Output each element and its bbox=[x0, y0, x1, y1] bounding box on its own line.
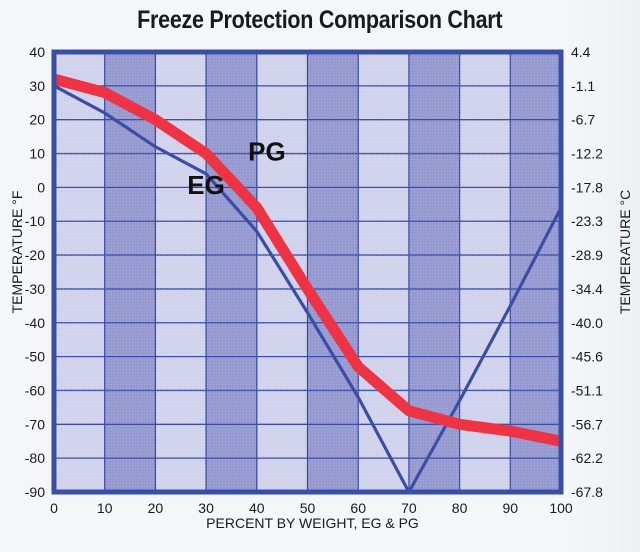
series-labels: EG PG bbox=[187, 136, 285, 200]
y-tick-label: -10 bbox=[25, 213, 45, 229]
y-tick-label-right: -51.1 bbox=[571, 382, 603, 398]
x-tick-label: 20 bbox=[148, 500, 164, 516]
y-tick-label-right: -12.2 bbox=[571, 146, 603, 162]
x-tick-label: 0 bbox=[50, 500, 58, 516]
series-label-pg: PG bbox=[248, 136, 286, 166]
plot-frame bbox=[51, 49, 564, 495]
y-tick-label-right: -62.2 bbox=[571, 450, 603, 466]
series-line-pg bbox=[52, 73, 563, 447]
y-axis-label-left: TEMPERATURE °F bbox=[9, 191, 25, 314]
y-axis-label-right: TEMPERATURE °C bbox=[617, 190, 633, 314]
y-tick-label-right: -40.0 bbox=[571, 315, 603, 331]
y-tick-label: 40 bbox=[29, 44, 45, 60]
y-tick-label: 10 bbox=[29, 146, 45, 162]
x-tick-label: 90 bbox=[503, 500, 519, 516]
y-tick-label: -70 bbox=[25, 416, 45, 432]
series-line-eg bbox=[53, 84, 563, 494]
y-tick-label-right: -56.7 bbox=[571, 416, 603, 432]
y-tick-label-right: -45.6 bbox=[571, 349, 603, 365]
y-tick-label: 30 bbox=[29, 78, 45, 94]
x-tick-label: 100 bbox=[549, 500, 573, 516]
y-tick-label: -60 bbox=[25, 382, 45, 398]
y-tick-label-right: 4.4 bbox=[571, 44, 591, 60]
y-tick-label-right: -1.1 bbox=[571, 78, 595, 94]
y-tick-label-right: -6.7 bbox=[571, 112, 595, 128]
y-axis-left: 40 30 20 10 0 -10 -20 -30 -40 -50 -60 -70 -80 -90 bbox=[25, 44, 45, 500]
x-axis-label: PERCENT BY WEIGHT, EG & PG bbox=[206, 515, 419, 531]
y-tick-label: 0 bbox=[37, 179, 45, 195]
y-axis-right: 4.4 -1.1 -6.7 -12.2 -17.8 -23.3 -28.9 -34.4 -40.… bbox=[571, 44, 603, 500]
series-lines bbox=[52, 73, 563, 494]
y-tick-label-right: -67.8 bbox=[571, 484, 603, 500]
x-tick-label: 60 bbox=[350, 500, 366, 516]
x-tick-label: 50 bbox=[300, 500, 316, 516]
y-tick-label-right: -28.9 bbox=[571, 247, 603, 263]
plot-texture bbox=[54, 52, 561, 492]
chart-title: Freeze Protection Comparison Chart bbox=[137, 6, 503, 34]
x-tick-label: 70 bbox=[401, 500, 417, 516]
x-axis: 0 10 20 30 40 50 60 70 80 90 100 bbox=[50, 500, 573, 516]
x-tick-label: 10 bbox=[97, 500, 113, 516]
y-tick-label-right: -23.3 bbox=[571, 213, 603, 229]
y-tick-label: -50 bbox=[25, 349, 45, 365]
y-tick-label: -80 bbox=[25, 450, 45, 466]
y-tick-label-right: -34.4 bbox=[571, 281, 603, 297]
y-tick-label-right: -17.8 bbox=[571, 179, 603, 195]
series-label-eg: EG bbox=[187, 170, 225, 200]
y-tick-label: -20 bbox=[25, 247, 45, 263]
page-background bbox=[560, 0, 640, 552]
x-tick-label: 30 bbox=[198, 500, 214, 516]
y-tick-label: -30 bbox=[25, 281, 45, 297]
y-tick-label: -40 bbox=[25, 315, 45, 331]
x-tick-label: 80 bbox=[452, 500, 468, 516]
y-tick-label: 20 bbox=[29, 112, 45, 128]
y-tick-label: -90 bbox=[25, 484, 45, 500]
x-tick-label: 40 bbox=[249, 500, 265, 516]
